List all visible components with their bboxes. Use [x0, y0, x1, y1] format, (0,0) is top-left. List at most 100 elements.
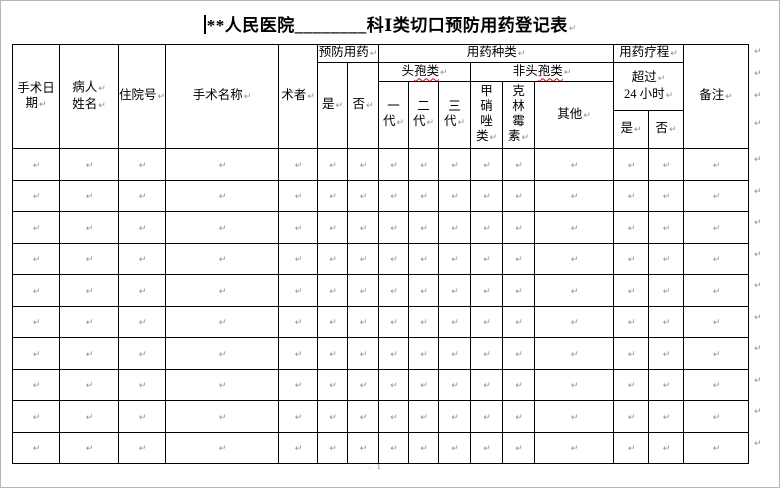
table-cell[interactable]: ↵	[438, 431, 471, 464]
table-cell[interactable]: ↵	[165, 305, 279, 338]
table-cell[interactable]: ↵	[438, 400, 471, 433]
table-cell[interactable]: ↵	[683, 431, 750, 464]
table-cell[interactable]: ↵	[408, 400, 439, 433]
table-cell[interactable]: ↵	[648, 431, 685, 464]
table-cell[interactable]: ↵	[502, 400, 535, 433]
table-cell[interactable]: ↵	[438, 179, 471, 212]
table-cell[interactable]: ↵	[278, 305, 318, 338]
table-cell[interactable]: ↵	[683, 368, 750, 401]
table-cell[interactable]: ↵	[533, 337, 615, 370]
table-cell[interactable]: ↵	[347, 337, 379, 370]
header-surgery-name[interactable]: 手术名称↵	[165, 44, 279, 149]
table-cell[interactable]: ↵	[502, 337, 535, 370]
table-cell[interactable]: ↵	[347, 400, 379, 433]
table-cell[interactable]: ↵	[438, 274, 471, 307]
table-cell[interactable]: ↵	[165, 400, 279, 433]
table-cell[interactable]: ↵	[278, 431, 318, 464]
table-cell[interactable]: ↵	[378, 242, 409, 275]
table-cell[interactable]: ↵	[278, 242, 318, 275]
table-cell[interactable]: ↵	[12, 148, 60, 181]
table-cell[interactable]: ↵	[470, 274, 503, 307]
table-cell[interactable]: ↵	[118, 431, 166, 464]
table-cell[interactable]: ↵	[502, 242, 535, 275]
table-cell[interactable]: ↵	[347, 274, 379, 307]
table-cell[interactable]: ↵	[613, 305, 650, 338]
table-cell[interactable]: ↵	[12, 431, 60, 464]
table-cell[interactable]: ↵	[648, 211, 685, 244]
table-cell[interactable]: ↵	[317, 179, 348, 212]
table-cell[interactable]: ↵	[470, 368, 503, 401]
header-course-no[interactable]: 否↵	[648, 110, 685, 149]
table-cell[interactable]: ↵	[613, 337, 650, 370]
table-cell[interactable]: ↵	[438, 368, 471, 401]
header-clindamycin[interactable]: 克林霉素↵	[502, 81, 535, 149]
header-over-24h[interactable]: 超过↵ 24 小时↵	[613, 62, 685, 111]
table-cell[interactable]: ↵	[613, 400, 650, 433]
table-cell[interactable]: ↵	[317, 211, 348, 244]
table-cell[interactable]: ↵	[378, 400, 409, 433]
table-cell[interactable]: ↵	[59, 211, 119, 244]
table-cell[interactable]: ↵	[648, 179, 685, 212]
table-cell[interactable]: ↵	[613, 211, 650, 244]
table-cell[interactable]: ↵	[613, 274, 650, 307]
table-cell[interactable]: ↵	[470, 179, 503, 212]
table-cell[interactable]: ↵	[613, 242, 650, 275]
table-cell[interactable]: ↵	[347, 148, 379, 181]
table-cell[interactable]: ↵	[347, 211, 379, 244]
table-cell[interactable]: ↵	[278, 148, 318, 181]
table-cell[interactable]: ↵	[613, 431, 650, 464]
table-cell[interactable]: ↵	[118, 179, 166, 212]
table-cell[interactable]: ↵	[347, 305, 379, 338]
table-cell[interactable]: ↵	[533, 148, 615, 181]
table-cell[interactable]: ↵	[165, 179, 279, 212]
table-cell[interactable]: ↵	[278, 368, 318, 401]
table-cell[interactable]: ↵	[378, 368, 409, 401]
header-prophylaxis-no[interactable]: 否↵	[347, 62, 379, 149]
table-cell[interactable]: ↵	[378, 148, 409, 181]
table-cell[interactable]: ↵	[613, 368, 650, 401]
table-cell[interactable]: ↵	[683, 274, 750, 307]
table-cell[interactable]: ↵	[317, 368, 348, 401]
header-gen2[interactable]: 二代↵	[408, 81, 439, 149]
table-cell[interactable]: ↵	[347, 368, 379, 401]
header-prophylaxis-group[interactable]: 预防用药↵	[317, 44, 379, 63]
document-title-line[interactable]: **人民医院________科Ⅰ类切口预防用药登记表↵	[1, 11, 779, 36]
table-cell[interactable]: ↵	[533, 274, 615, 307]
table-cell[interactable]: ↵	[502, 179, 535, 212]
table-cell[interactable]: ↵	[59, 400, 119, 433]
header-gen1[interactable]: 一代↵	[378, 81, 409, 149]
table-cell[interactable]: ↵	[438, 305, 471, 338]
table-cell[interactable]: ↵	[648, 274, 685, 307]
table-cell[interactable]: ↵	[165, 211, 279, 244]
table-cell[interactable]: ↵	[165, 274, 279, 307]
table-cell[interactable]: ↵	[118, 337, 166, 370]
table-cell[interactable]: ↵	[317, 274, 348, 307]
table-cell[interactable]: ↵	[12, 242, 60, 275]
table-cell[interactable]: ↵	[12, 305, 60, 338]
table-cell[interactable]: ↵	[12, 211, 60, 244]
table-cell[interactable]: ↵	[408, 179, 439, 212]
table-cell[interactable]: ↵	[278, 211, 318, 244]
table-cell[interactable]: ↵	[347, 242, 379, 275]
table-cell[interactable]: ↵	[438, 211, 471, 244]
table-cell[interactable]: ↵	[59, 337, 119, 370]
table-cell[interactable]: ↵	[59, 368, 119, 401]
table-cell[interactable]: ↵	[408, 211, 439, 244]
table-cell[interactable]: ↵	[317, 148, 348, 181]
table-cell[interactable]: ↵	[470, 431, 503, 464]
table-cell[interactable]: ↵	[278, 337, 318, 370]
table-cell[interactable]: ↵	[317, 305, 348, 338]
table-cell[interactable]: ↵	[59, 242, 119, 275]
table-cell[interactable]: ↵	[378, 274, 409, 307]
table-cell[interactable]: ↵	[683, 305, 750, 338]
table-cell[interactable]: ↵	[165, 148, 279, 181]
header-gen3[interactable]: 三代↵	[438, 81, 471, 149]
table-cell[interactable]: ↵	[648, 400, 685, 433]
table-cell[interactable]: ↵	[118, 368, 166, 401]
table-cell[interactable]: ↵	[12, 274, 60, 307]
table-cell[interactable]: ↵	[278, 179, 318, 212]
header-drug-type-group[interactable]: 用药种类↵	[377, 44, 615, 63]
table-cell[interactable]: ↵	[683, 179, 750, 212]
table-cell[interactable]: ↵	[683, 242, 750, 275]
table-cell[interactable]: ↵	[470, 400, 503, 433]
